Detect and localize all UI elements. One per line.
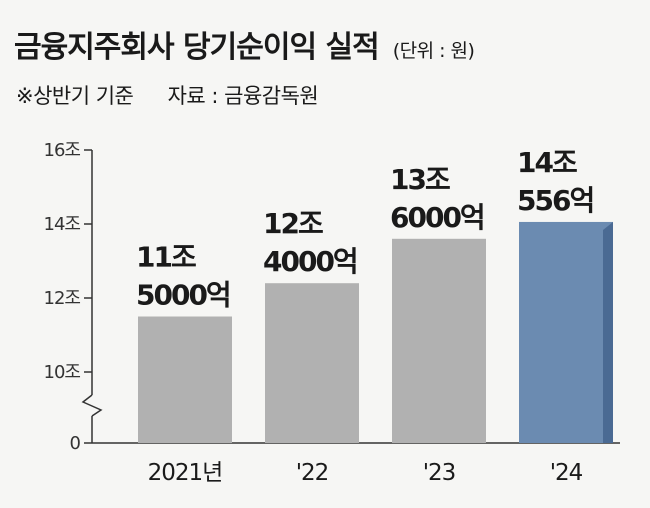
bar-22 [265, 283, 359, 443]
y-tick-label: 12조 [44, 288, 81, 309]
y-tick-label: 10조 [44, 362, 81, 383]
bar-2021 [138, 316, 232, 443]
data-label: 4000억 [263, 245, 357, 278]
y-tick-label: 16조 [44, 140, 81, 161]
subtitle-row: ※상반기 기준 자료 : 금융감독원 [16, 80, 319, 110]
y-tick-label: 14조 [44, 214, 81, 235]
bar-24 [519, 221, 613, 443]
chart-title: 금융지주회사 당기순이익 실적 [14, 30, 380, 65]
axis-break-mark [81, 394, 103, 417]
x-tick-label: '22 [296, 460, 329, 486]
x-tick-label: 2021년 [148, 460, 223, 486]
bar-23 [392, 238, 486, 443]
x-tick-label: '23 [423, 460, 456, 486]
bar-side-shade [603, 221, 613, 443]
title-row: 금융지주회사 당기순이익 실적 (단위 : 원) [14, 22, 475, 66]
data-label: 14조 [517, 146, 577, 179]
y-tick-label: 0 [70, 433, 81, 454]
data-label: 13조 [390, 163, 450, 196]
source-note: 자료 : 금융감독원 [167, 84, 319, 108]
unit-label: (단위 : 원) [392, 40, 475, 62]
data-label: 556억 [517, 184, 593, 217]
data-label: 11조 [136, 241, 196, 274]
x-tick-label: '24 [550, 460, 583, 486]
data-label: 6000억 [390, 201, 484, 234]
data-label: 12조 [263, 207, 323, 240]
data-label: 5000억 [136, 279, 230, 312]
basis-note: ※상반기 기준 [16, 84, 134, 108]
